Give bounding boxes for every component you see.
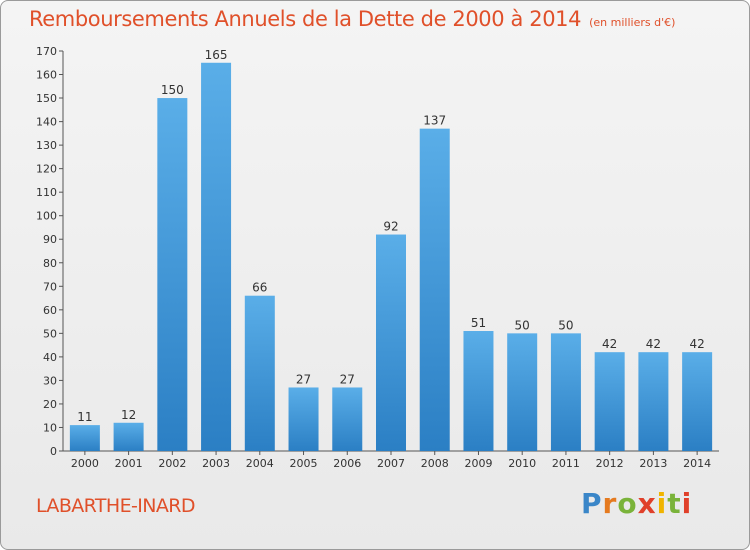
bar-2008 (419, 128, 450, 451)
y-tick-label: 60 (43, 304, 57, 317)
value-label-2007: 92 (383, 220, 398, 234)
bar-2001 (113, 422, 144, 451)
y-tick-label: 40 (43, 351, 57, 364)
y-tick-label: 160 (36, 69, 57, 82)
bar-2007 (376, 234, 406, 451)
x-tick-label-2003: 2003 (202, 457, 230, 470)
y-tick-label: 130 (36, 139, 57, 152)
bar-2014 (682, 352, 713, 451)
value-label-2006: 27 (340, 372, 355, 386)
value-label-2005: 27 (296, 372, 311, 386)
x-tick-label-2004: 2004 (246, 457, 274, 470)
chart-unit: (en milliers d'€) (589, 16, 676, 29)
x-tick-label-2011: 2011 (552, 457, 580, 470)
bar-2011 (550, 333, 581, 451)
chart-title: Remboursements Annuels de la Dette de 20… (29, 7, 676, 31)
proxiti-logo: Proxiti (581, 487, 693, 520)
x-tick-label-2000: 2000 (71, 457, 99, 470)
value-label-2009: 51 (471, 316, 486, 330)
x-tick-label-2007: 2007 (377, 457, 405, 470)
value-label-2014: 42 (689, 337, 704, 351)
y-tick-label: 0 (50, 445, 57, 458)
x-tick-label-2001: 2001 (115, 457, 143, 470)
x-tick-label-2012: 2012 (596, 457, 624, 470)
bar-2010 (507, 333, 538, 451)
y-tick-label: 120 (36, 163, 57, 176)
y-tick-label: 20 (43, 398, 57, 411)
bar-2004 (244, 295, 275, 451)
y-axis: 0 10 20 30 40 50 60 70 80 90 100 110 120 130 140 150 160… (36, 45, 64, 458)
commune-name: LABARTHE-INARD (36, 495, 195, 517)
y-tick-label: 50 (43, 327, 57, 340)
value-label-2003: 165 (205, 48, 228, 62)
value-label-2001: 12 (121, 408, 136, 422)
value-label-2012: 42 (602, 337, 617, 351)
bars (69, 62, 713, 451)
x-tick-label-2009: 2009 (464, 457, 492, 470)
value-label-2004: 66 (252, 281, 267, 295)
value-labels: 11 12 150 165 66 27 27 92 137 51 50 50 42 42 42 (77, 48, 705, 424)
bar-2000 (69, 425, 100, 451)
x-tick-label-2013: 2013 (639, 457, 667, 470)
bar-2009 (463, 331, 494, 451)
value-label-2013: 42 (646, 337, 661, 351)
y-tick-label: 10 (43, 421, 57, 434)
y-tick-label: 150 (36, 92, 57, 105)
y-tick-label: 90 (43, 233, 57, 246)
y-tick-label: 140 (36, 116, 57, 129)
y-tick-label: 110 (36, 186, 57, 199)
bar-2002 (157, 98, 188, 451)
value-label-2010: 50 (515, 318, 530, 332)
x-tick-label-2006: 2006 (333, 457, 361, 470)
x-tick-label-2002: 2002 (158, 457, 186, 470)
bar-2012 (594, 352, 625, 451)
bar-2013 (638, 352, 669, 451)
y-tick-label: 170 (36, 45, 57, 58)
value-label-2000: 11 (77, 410, 92, 424)
y-tick-label: 100 (36, 210, 57, 223)
value-label-2011: 50 (558, 318, 573, 332)
x-tick-label-2014: 2014 (683, 457, 711, 470)
y-tick-label: 70 (43, 280, 57, 293)
x-axis: 2000 2001 2002 2003 2004 2005 2006 2007 2008 2009… (63, 450, 719, 470)
y-tick-label: 80 (43, 257, 57, 270)
bar-2005 (288, 387, 319, 451)
y-tick-label: 30 (43, 374, 57, 387)
bar-2003 (201, 62, 232, 451)
x-tick-label-2010: 2010 (508, 457, 536, 470)
value-label-2008: 137 (423, 114, 446, 128)
bar-2006 (332, 387, 363, 451)
x-tick-label-2005: 2005 (290, 457, 318, 470)
value-label-2002: 150 (161, 83, 184, 97)
x-tick-label-2008: 2008 (421, 457, 449, 470)
